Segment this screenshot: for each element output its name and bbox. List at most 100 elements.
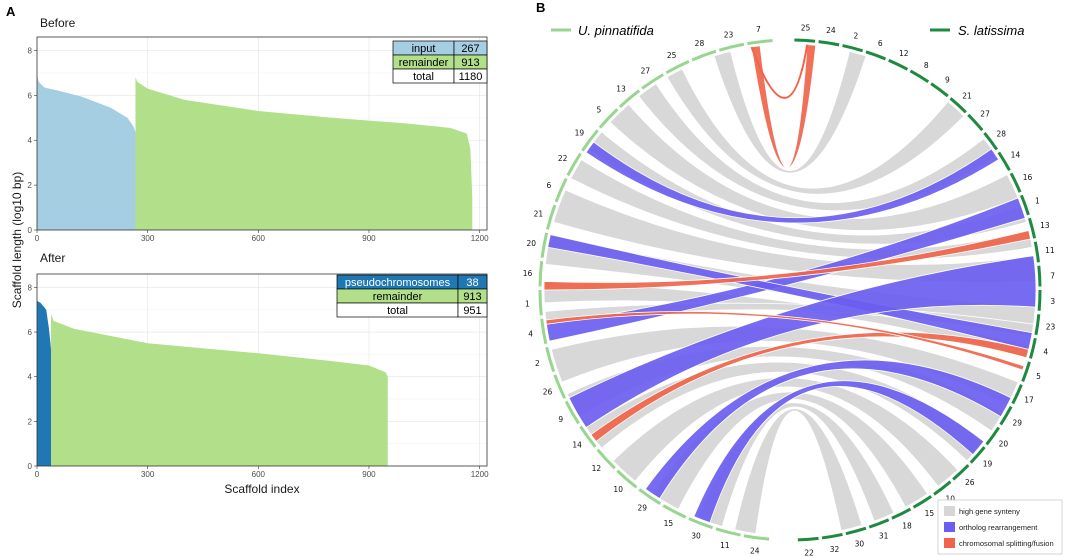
chord-rearrangement: [547, 234, 1033, 350]
table-value-cell: [453, 68, 488, 84]
y-tick-label: 2: [28, 181, 33, 190]
chord-splitting: [545, 311, 1025, 371]
table-label: input: [412, 43, 436, 55]
chromosome-segment-right: [794, 38, 816, 43]
chromosome-label-right: 10: [946, 494, 956, 503]
chromosome-segment-left: [715, 527, 741, 537]
chromosome-segment-left: [688, 517, 714, 530]
chord-splitting-loop: [750, 44, 809, 99]
area-remainder: [135, 77, 473, 230]
area-plot-1: 0 2 4 6 8 0 300 600 900 1200 pseudochromosomes 38 re…: [28, 273, 489, 479]
chromosome-segment-left: [638, 488, 662, 505]
right-genome-name: S. latissima: [958, 23, 1024, 38]
chromosome-segment-right: [997, 151, 1011, 171]
chromosome-label-left: 4: [528, 330, 533, 339]
table-value: 267: [461, 43, 479, 55]
chromosome-segment-left: [641, 73, 665, 90]
chromosome-label-right: 27: [980, 110, 990, 119]
y-tick-label: 4: [28, 373, 33, 382]
chord-synteny: [734, 408, 863, 535]
chromosome-label-right: 19: [983, 460, 993, 469]
chromosome-label-right: 7: [1050, 271, 1055, 280]
chromosome-label-right: 29: [1013, 418, 1023, 427]
chromosome-segment-right: [983, 131, 999, 151]
chromosome-label-right: 11: [1045, 246, 1055, 255]
table-value: 1180: [459, 71, 483, 83]
x-tick-label: 900: [362, 234, 376, 243]
chromosome-segment-right: [967, 113, 984, 132]
table-label: total: [413, 71, 434, 83]
area-input: [37, 75, 136, 231]
area-pseudochromosomes: [37, 300, 52, 466]
after-title: After: [40, 251, 65, 265]
chromosome-label-left: 22: [558, 154, 568, 163]
area-remainder: [51, 314, 388, 466]
chromosome-label-right: 2: [853, 31, 858, 40]
chromosome-segment-right: [1037, 289, 1042, 311]
chromosome-label-left: 11: [720, 541, 730, 550]
chromosome-label-right: 4: [1043, 347, 1048, 356]
chromosome-segment-right: [891, 507, 912, 520]
x-tick-label: 600: [252, 470, 266, 479]
table-value: 951: [463, 305, 481, 317]
chromosome-segment-left: [616, 469, 638, 489]
chromosome-segment-left: [538, 289, 543, 316]
panel-b-label: B: [536, 0, 545, 15]
chromosome-segment-right: [952, 464, 970, 481]
chromosome-segment-right: [912, 495, 932, 509]
legend-swatch-synteny: [944, 506, 955, 516]
x-tick-label: 0: [35, 234, 40, 243]
chromosome-label-left: 10: [613, 485, 623, 494]
chromosome-label-right: 25: [801, 23, 811, 32]
chromosome-label-right: 30: [855, 540, 865, 549]
chromosome-segment-right: [933, 480, 952, 496]
chromosome-label-left: 9: [558, 415, 563, 424]
panel-b: U. pinnatifida S. latissima 723282527135…: [523, 23, 1063, 556]
chord-rearrangement: [585, 141, 1000, 224]
chromosome-segment-left: [545, 346, 556, 373]
legend-box: high gene synteny ortholog rearrangement…: [937, 499, 1063, 555]
chromosome-label-right: 16: [1023, 173, 1033, 182]
chromosome-label-left: 21: [534, 209, 544, 218]
chromosome-label-left: 27: [641, 66, 651, 75]
chromosome-segment-right: [1028, 217, 1037, 239]
chord-links: [543, 44, 1037, 535]
y-tick-label: 8: [28, 283, 33, 292]
chromosome-label-left: 20: [526, 239, 536, 248]
table-label: total: [387, 305, 408, 317]
plot-frame: [36, 36, 488, 231]
chord-rearrangement: [644, 359, 1012, 500]
chromosome-label-right: 14: [1011, 151, 1021, 160]
chromosome-segment-left: [553, 374, 567, 399]
left-genome-name: U. pinnatifida: [578, 23, 654, 38]
x-tick-label: 300: [141, 234, 155, 243]
y-tick-label: 4: [28, 136, 33, 145]
x-tick-label: 0: [35, 470, 40, 479]
y-tick-label: 6: [28, 91, 33, 100]
chromosome-segment-right: [1029, 337, 1037, 359]
chromosome-label-right: 3: [1050, 297, 1055, 306]
y-axis-label: Scaffold length (log10 bp): [10, 172, 24, 309]
y-tick-label: 8: [28, 46, 33, 55]
chromosome-label-left: 24: [750, 547, 760, 556]
table-value: 38: [466, 277, 478, 289]
chromosome-segment-right: [1021, 361, 1031, 382]
chromosome-segment-right: [845, 526, 867, 536]
chromosome-labels: 7232825271351922621201614226914121029153…: [523, 23, 1056, 556]
chromosome-label-left: 23: [724, 30, 734, 39]
chromosome-label-left: 26: [543, 388, 553, 397]
chromosome-label-right: 21: [962, 92, 972, 101]
chromosome-label-left: 13: [616, 84, 626, 93]
chord-synteny: [637, 83, 997, 212]
table-value: 913: [463, 291, 481, 303]
panel-a: Before After Scaffold length (log10 bp) …: [10, 16, 489, 496]
chromosome-segment-left: [566, 152, 582, 177]
x-tick-label: 1200: [471, 470, 489, 479]
chromosome-label-right: 17: [1024, 396, 1034, 405]
chromosome-label-left: 15: [664, 519, 674, 528]
chromosome-segment-right: [999, 405, 1013, 426]
chromosome-segment-right: [909, 69, 930, 83]
x-axis-label: Scaffold index: [224, 482, 299, 496]
before-title: Before: [40, 16, 76, 30]
